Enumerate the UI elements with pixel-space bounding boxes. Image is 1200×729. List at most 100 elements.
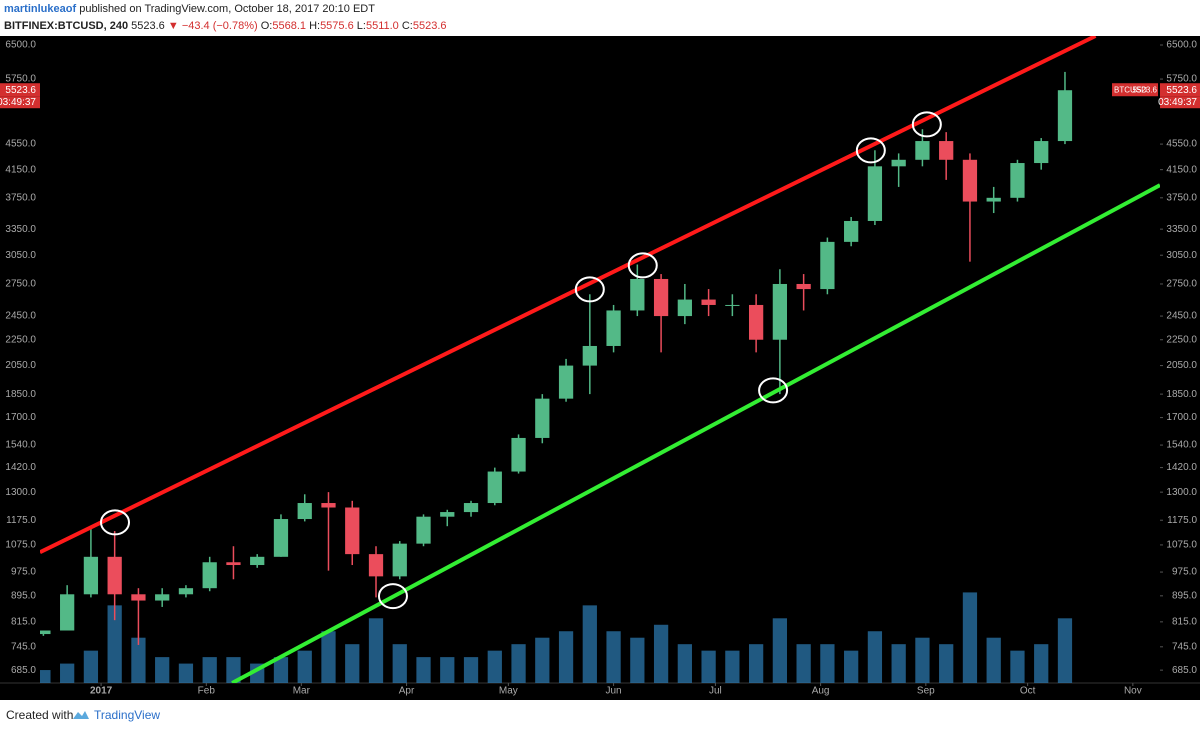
candle-body bbox=[202, 562, 217, 589]
candle-body bbox=[273, 519, 289, 557]
author[interactable]: martinlukeaof bbox=[4, 3, 77, 15]
y-tick-label-right: 1300.0 bbox=[1166, 487, 1197, 498]
created-with: Created with bbox=[6, 708, 74, 722]
y-tick-label-left: 2050.0 bbox=[5, 360, 36, 371]
y-tick-label-right: 3750.0 bbox=[1166, 192, 1197, 203]
volume-bar bbox=[1010, 650, 1025, 683]
x-tick-label: Nov bbox=[1124, 686, 1142, 697]
volume-bar bbox=[155, 657, 170, 683]
brand[interactable]: TradingView bbox=[94, 708, 161, 722]
x-tick-label: Sep bbox=[917, 686, 935, 697]
volume-bar bbox=[202, 657, 217, 683]
candle-body bbox=[83, 556, 99, 595]
volume-bar bbox=[939, 644, 954, 683]
candle-body bbox=[891, 159, 906, 167]
volume-bar bbox=[321, 631, 336, 683]
high-label: H: bbox=[309, 20, 321, 32]
trend-line bbox=[40, 36, 1097, 555]
down-arrow: ▼ bbox=[167, 20, 179, 32]
trend-line bbox=[231, 183, 1160, 683]
candle-body bbox=[297, 503, 312, 520]
countdown-label: 03:49:37 bbox=[1158, 97, 1197, 108]
candle-body bbox=[368, 554, 384, 577]
candle-body bbox=[321, 503, 336, 508]
candle-body bbox=[630, 278, 645, 311]
candle-body bbox=[844, 220, 859, 242]
volume-bar bbox=[297, 650, 312, 683]
candle-body bbox=[155, 594, 170, 601]
volume-bar bbox=[131, 637, 146, 683]
candle-body bbox=[772, 283, 788, 340]
x-tick-label: May bbox=[499, 686, 518, 697]
volume-bar bbox=[273, 657, 289, 683]
volume-bar bbox=[891, 644, 906, 683]
last-price-box bbox=[0, 83, 40, 97]
volume-bar bbox=[986, 637, 1001, 683]
y-tick-label-left: 2250.0 bbox=[5, 334, 36, 345]
candle-body bbox=[107, 556, 122, 595]
y-tick-label-left: 1420.0 bbox=[5, 462, 36, 473]
y-tick-label-left: 1540.0 bbox=[5, 440, 36, 451]
low: 5511.0 bbox=[365, 20, 399, 32]
open-label: O: bbox=[260, 20, 273, 32]
y-tick-label-right: 745.0 bbox=[1172, 641, 1197, 652]
last-price-label: 5523.6 bbox=[5, 85, 36, 96]
candle-body bbox=[60, 594, 75, 631]
volume-bar bbox=[867, 631, 883, 683]
y-tick-label-left: 3050.0 bbox=[5, 250, 36, 261]
symbol: BITFINEX:BTCUSD, 240 bbox=[4, 20, 129, 32]
y-tick-label-left: 685.0 bbox=[11, 665, 36, 676]
candle-body bbox=[962, 159, 978, 202]
candle-body bbox=[867, 166, 883, 221]
y-tick-label-right: 2450.0 bbox=[1166, 311, 1197, 322]
candle-body bbox=[748, 304, 764, 340]
candle-body bbox=[463, 503, 479, 513]
y-tick-label-right: 5750.0 bbox=[1166, 74, 1197, 85]
y-tick-label-right: 895.0 bbox=[1172, 590, 1197, 601]
y-tick-label-right: 3350.0 bbox=[1166, 224, 1197, 235]
candle-body bbox=[915, 141, 930, 160]
volume-bar bbox=[83, 650, 99, 683]
change: −43.4 (−0.78%) bbox=[181, 20, 258, 32]
volume-bar bbox=[60, 663, 75, 683]
candle-body bbox=[1034, 141, 1049, 164]
footer: Created with TradingView bbox=[0, 700, 1200, 729]
y-tick-label-right: 1700.0 bbox=[1166, 412, 1197, 423]
candle-body bbox=[725, 304, 740, 306]
candle-body bbox=[178, 588, 194, 595]
y-tick-label-left: 6500.0 bbox=[5, 40, 36, 51]
candle-body bbox=[820, 241, 835, 290]
y-tick-label-left: 1300.0 bbox=[5, 487, 36, 498]
highlight-circle bbox=[855, 137, 886, 164]
volume-bar bbox=[416, 657, 431, 683]
volume-bar bbox=[107, 605, 122, 683]
y-tick-label-right: 3050.0 bbox=[1166, 250, 1197, 261]
y-tick-label-left: 975.0 bbox=[11, 567, 36, 578]
candle-body bbox=[416, 516, 431, 544]
volume-bar bbox=[772, 618, 788, 683]
y-tick-label-left: 4550.0 bbox=[5, 139, 36, 150]
volume-bar bbox=[558, 631, 574, 683]
volume-bar bbox=[178, 663, 194, 683]
y-tick-label-right: 815.0 bbox=[1172, 616, 1197, 627]
candle-body bbox=[796, 283, 811, 290]
volume-bar bbox=[844, 650, 859, 683]
symbol-price-label: 5523.6 bbox=[1133, 85, 1158, 94]
candle-body bbox=[226, 562, 241, 566]
published: published on TradingView.com, October 18… bbox=[79, 3, 375, 15]
x-tick-label: Aug bbox=[812, 686, 830, 697]
volume-bar bbox=[487, 650, 502, 683]
logo bbox=[73, 711, 89, 719]
highlight-circle bbox=[377, 583, 408, 610]
y-tick-label-right: 2250.0 bbox=[1166, 334, 1197, 345]
y-tick-label-left: 2750.0 bbox=[5, 279, 36, 290]
symbol-line: BITFINEX:BTCUSD, 240 5523.6 ▼ −43.4 (−0.… bbox=[4, 20, 447, 32]
volume-bar bbox=[725, 650, 740, 683]
countdown-label: 03:49:37 bbox=[0, 97, 36, 108]
candle-body bbox=[677, 299, 692, 317]
y-tick-label-right: 4550.0 bbox=[1166, 139, 1197, 150]
y-tick-label-left: 1700.0 bbox=[5, 412, 36, 423]
candle-body bbox=[558, 365, 574, 399]
y-tick-label-left: 745.0 bbox=[11, 641, 36, 652]
